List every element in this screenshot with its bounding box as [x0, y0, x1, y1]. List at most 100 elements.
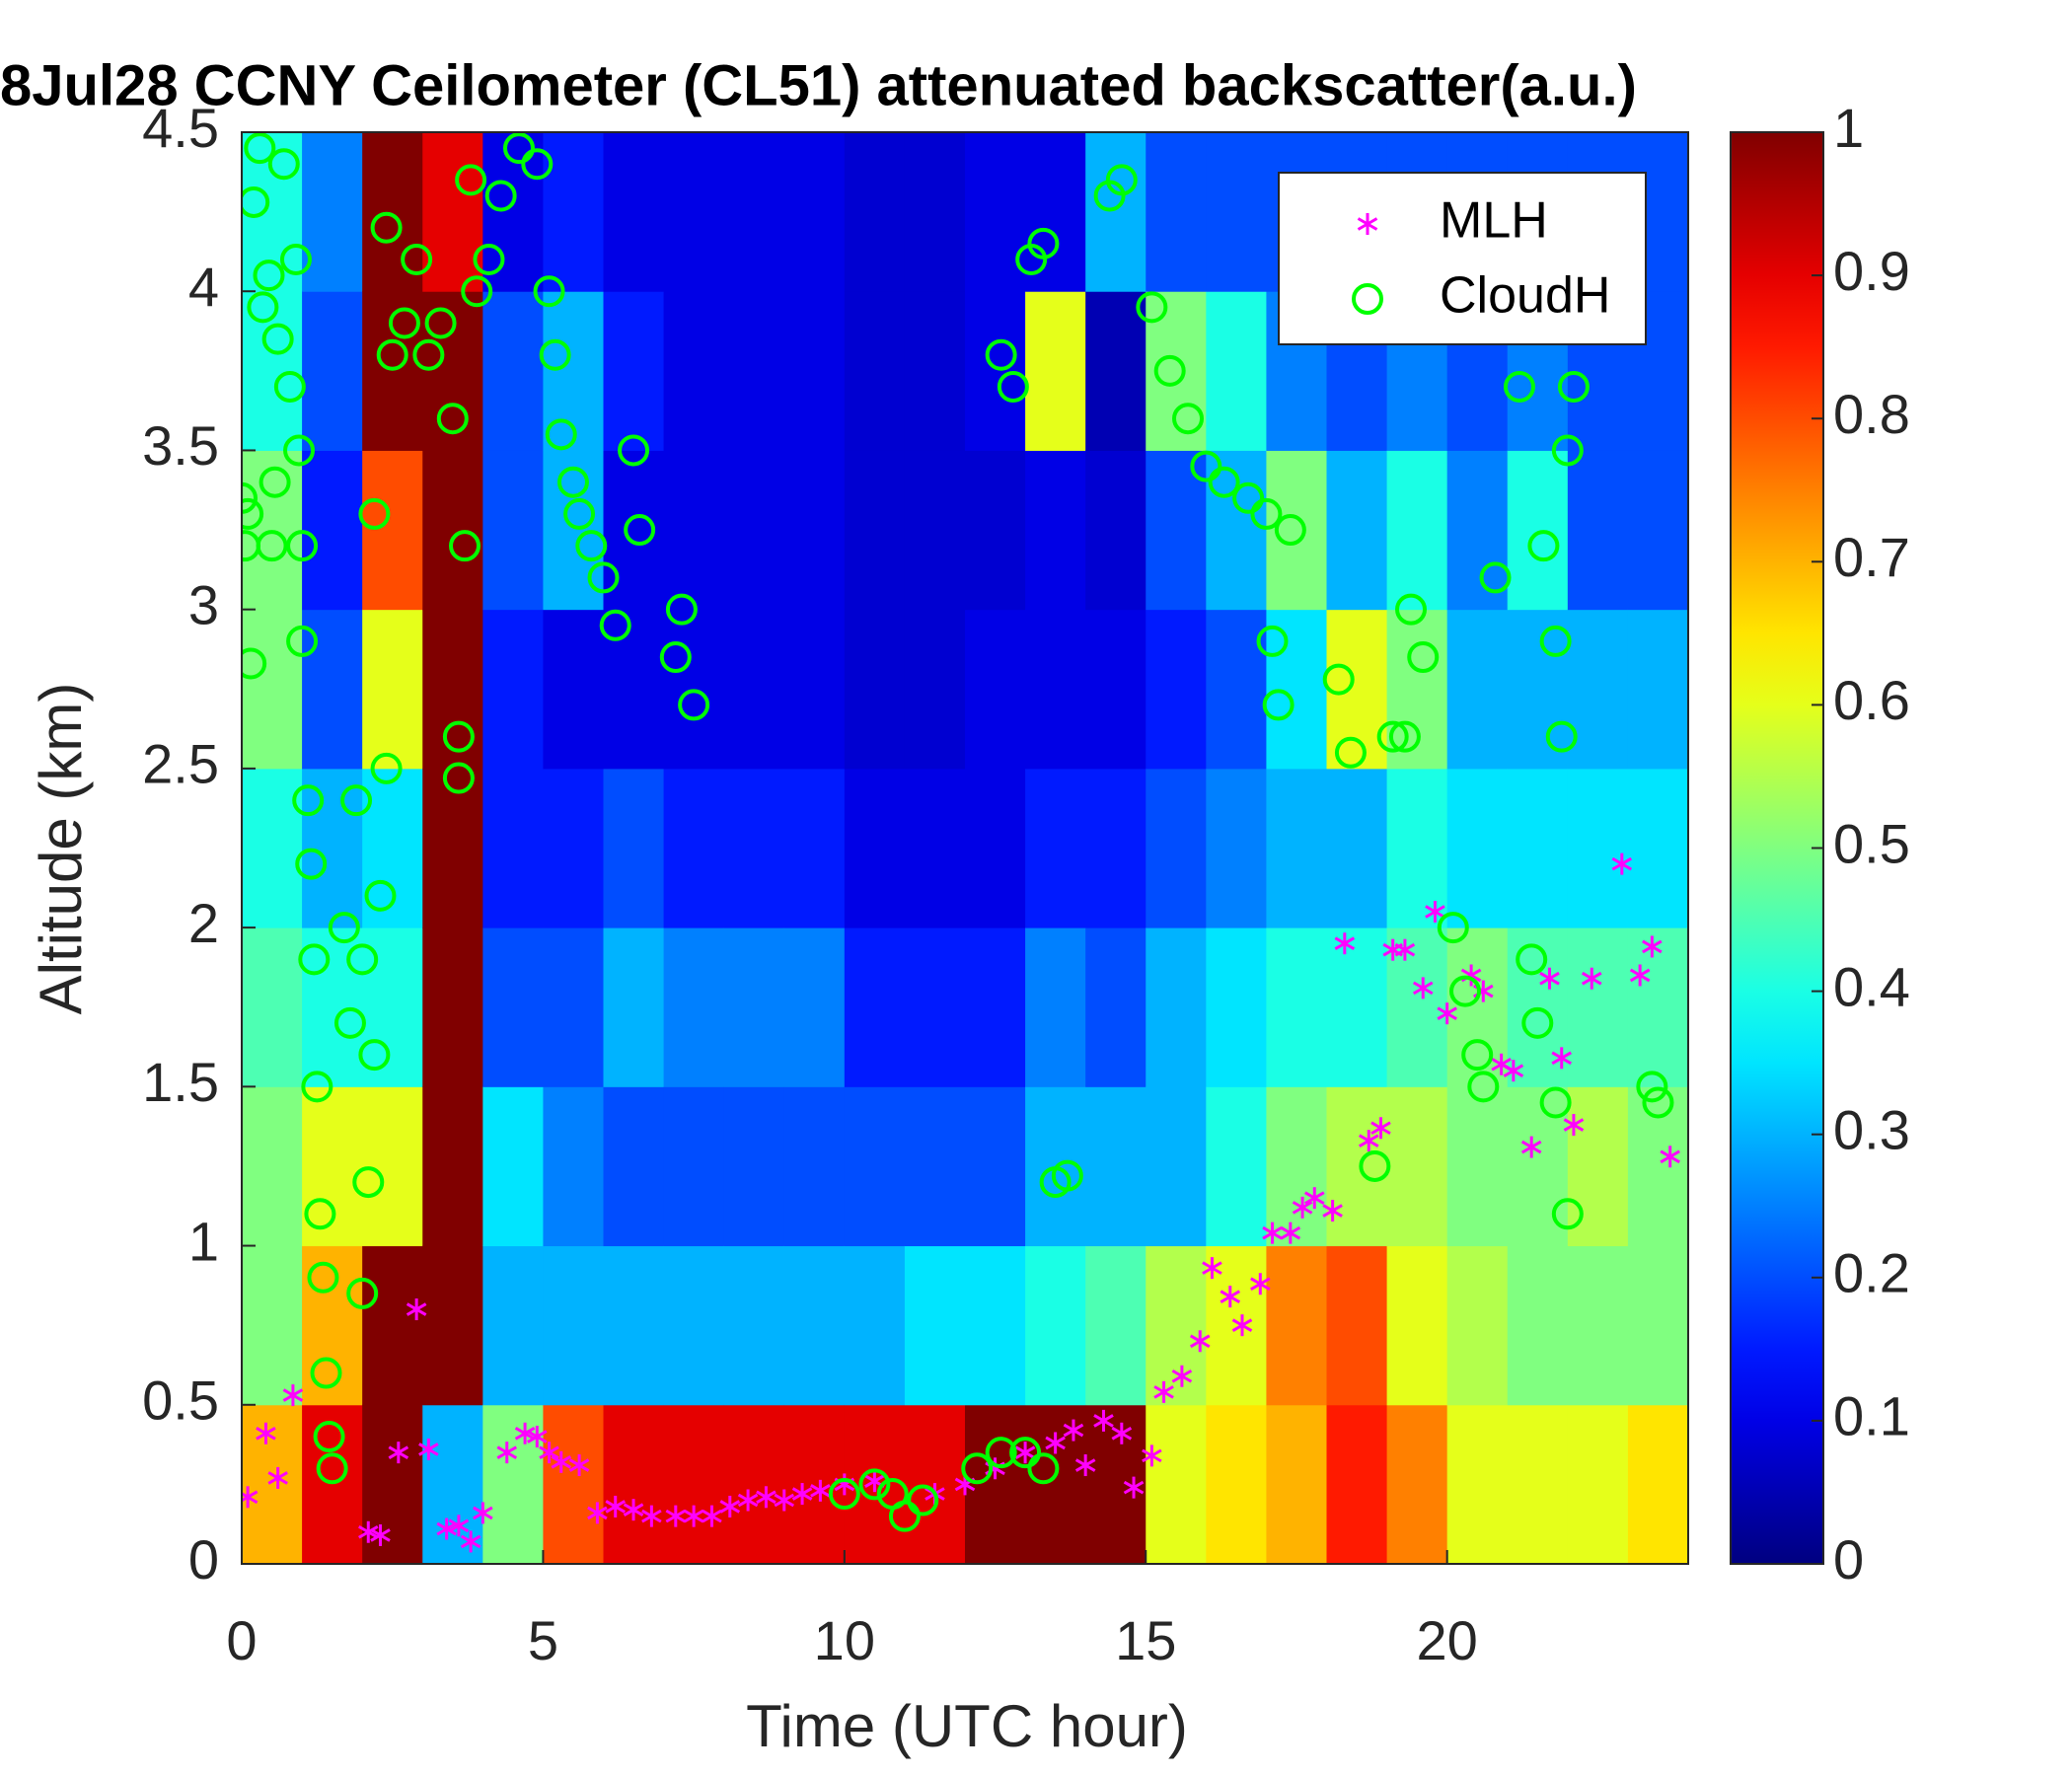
mlh-point: [1171, 1365, 1193, 1387]
asterisk-stroke: [756, 1490, 777, 1505]
heat-cell: [965, 609, 1026, 770]
heat-cell: [1627, 450, 1688, 611]
heat-cell: [1507, 609, 1569, 770]
heat-cell: [783, 768, 846, 928]
heat-cell: [242, 1086, 303, 1247]
heat-cell: [1085, 291, 1147, 451]
heat-cell: [904, 1245, 966, 1406]
asterisk-stroke: [436, 1521, 457, 1536]
mlh-point: [1358, 1130, 1379, 1152]
heat-cell: [783, 450, 846, 611]
asterisk-stroke: [1292, 1201, 1313, 1215]
mlh-point: [1280, 1221, 1301, 1244]
heat-cell: [1446, 1086, 1509, 1247]
heat-cell: [783, 1245, 846, 1406]
heat-cell: [1146, 1404, 1207, 1564]
heat-cell: [965, 1404, 1026, 1564]
mlh-point: [1220, 1286, 1241, 1308]
heat-cell: [723, 1086, 785, 1247]
heat-cell: [1085, 1245, 1147, 1406]
asterisk-stroke: [448, 1518, 470, 1533]
asterisk-stroke: [1063, 1423, 1084, 1438]
heatmap: [242, 132, 1688, 1564]
cloud-point: [328, 912, 360, 944]
mlh-point: [1629, 964, 1651, 987]
cloud-point: [1479, 561, 1512, 594]
heat-cell: [1146, 768, 1207, 928]
heat-cell: [1446, 609, 1509, 770]
cloud-point: [352, 1166, 385, 1199]
cloud-point: [665, 593, 698, 626]
heat-cell: [965, 450, 1026, 611]
asterisk-stroke: [1425, 905, 1445, 919]
heat-cell: [1567, 768, 1629, 928]
asterisk-stroke: [605, 1500, 626, 1514]
asterisk-stroke: [527, 1430, 548, 1443]
mlh-point: [702, 1505, 722, 1527]
heat-cell: [1627, 609, 1688, 770]
cloud-point: [1009, 1437, 1042, 1469]
heat-cell: [1206, 609, 1267, 770]
asterisk-stroke: [1629, 968, 1651, 983]
heat-cell: [1085, 927, 1147, 1087]
asterisk-stroke: [1262, 1225, 1283, 1240]
asterisk-stroke: [737, 1493, 759, 1508]
cloud-point: [1136, 291, 1168, 324]
heat-cell: [302, 132, 363, 292]
cloud-point: [412, 338, 445, 371]
x-tick-label: 15: [1115, 1609, 1176, 1671]
cloud-point: [1557, 370, 1590, 403]
mlh-point: [1189, 1330, 1211, 1353]
mlh-point: [1231, 1314, 1253, 1337]
cloud-point: [659, 641, 692, 674]
heat-cell: [1567, 927, 1629, 1087]
heat-cell: [663, 768, 725, 928]
y-tick-label: 2: [188, 892, 219, 954]
cloud-point: [985, 338, 1017, 371]
heat-cell: [362, 927, 423, 1087]
mlh-point: [1153, 1380, 1174, 1403]
asterisk-stroke: [1074, 1458, 1096, 1472]
cloud-point: [292, 784, 325, 817]
heat-cell: [1567, 450, 1629, 611]
asterisk-stroke: [1539, 971, 1560, 986]
mlh-point: [406, 1298, 427, 1321]
heat-cell: [1025, 1245, 1086, 1406]
asterisk-stroke: [1093, 1414, 1114, 1428]
cloud-point: [985, 1437, 1017, 1469]
heat-cell: [482, 1086, 544, 1247]
cloud-point: [1262, 689, 1295, 721]
heat-cell: [1146, 927, 1207, 1087]
asterisk-stroke: [418, 1443, 439, 1456]
mlh-point: [448, 1515, 470, 1537]
mlh-point: [1250, 1273, 1271, 1295]
asterisk-stroke: [388, 1445, 409, 1459]
cloud-point: [1027, 1452, 1060, 1485]
asterisk-stroke: [1142, 1448, 1162, 1463]
cloud-point: [1407, 641, 1440, 674]
heat-cell: [1206, 927, 1267, 1087]
heat-cell: [1326, 927, 1388, 1087]
heat-cell: [783, 1086, 846, 1247]
heat-cell: [965, 132, 1026, 292]
heat-cell: [482, 1245, 544, 1406]
cloud-point: [1636, 1071, 1668, 1103]
heat-cell: [1627, 1245, 1688, 1406]
heat-cell: [1567, 609, 1629, 770]
x-tick-label: 10: [814, 1609, 875, 1671]
heat-cell: [965, 1086, 1026, 1247]
heat-cell: [1085, 450, 1147, 611]
heat-cell: [723, 132, 785, 292]
mlh-point: [1074, 1454, 1096, 1477]
asterisk-stroke: [1491, 1057, 1512, 1072]
asterisk-stroke: [665, 1509, 687, 1523]
cloud-point: [370, 211, 403, 244]
cloud-point: [545, 418, 577, 451]
asterisk-stroke: [702, 1509, 722, 1523]
mlh-point: [282, 1384, 304, 1407]
heat-cell: [1627, 1404, 1688, 1564]
legend-label: CloudH: [1440, 267, 1610, 325]
mlh-point: [1142, 1444, 1162, 1467]
asterisk-stroke: [256, 1426, 276, 1441]
